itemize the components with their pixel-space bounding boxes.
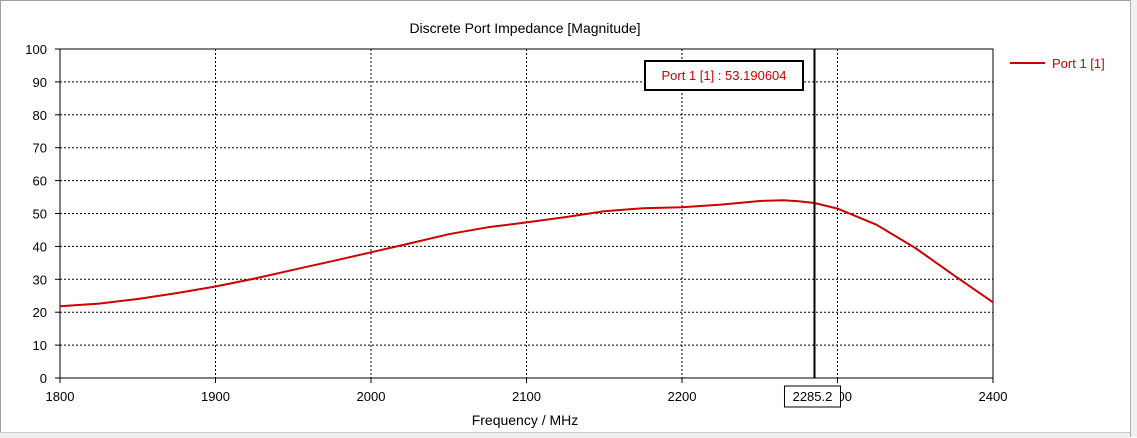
y-tick-label: 10 <box>33 338 47 353</box>
y-tick-label: 90 <box>33 75 47 90</box>
y-tick-label: 80 <box>33 108 47 123</box>
y-tick-label: 20 <box>33 305 47 320</box>
y-tick-label: 40 <box>33 239 47 254</box>
axis-ticks: 0 10 20 30 40 50 60 70 80 90 100 1800 1900 2000 2100 22… <box>25 42 1007 404</box>
grid-lines <box>59 48 994 379</box>
marker-readout-label: Port 1 [1] : 53.190604 <box>661 68 786 83</box>
y-tick-label: 30 <box>33 272 47 287</box>
legend: Port 1 [1] <box>1010 56 1105 71</box>
legend-label: Port 1 [1] <box>1052 56 1105 71</box>
y-tick-label: 100 <box>25 42 47 57</box>
window-bottom-edge <box>0 432 1130 438</box>
window-scrollbar-edge <box>1130 0 1137 437</box>
marker-x-label: 2285.2 <box>793 389 833 404</box>
x-tick-label: 2200 <box>668 389 697 404</box>
x-tick-label: 2000 <box>357 389 386 404</box>
y-tick-label: 50 <box>33 207 47 222</box>
chart-title: Discrete Port Impedance [Magnitude] <box>409 20 640 36</box>
y-tick-label: 70 <box>33 141 47 156</box>
x-axis-label: Frequency / MHz <box>472 412 579 428</box>
y-tick-label: 0 <box>40 371 47 386</box>
x-tick-label: 2400 <box>979 389 1008 404</box>
marker-x-box[interactable] <box>783 385 841 408</box>
series-line <box>59 199 994 308</box>
x-tick-label: 1800 <box>46 389 75 404</box>
y-tick-label: 60 <box>33 174 47 189</box>
marker-readout-box[interactable] <box>644 60 804 91</box>
x-tick-label: 1900 <box>201 389 230 404</box>
series-layer <box>59 199 994 308</box>
marker-layer[interactable]: 2285.2 Port 1 [1] : 53.190604 <box>644 49 841 408</box>
x-tick-label: 2100 <box>512 389 541 404</box>
